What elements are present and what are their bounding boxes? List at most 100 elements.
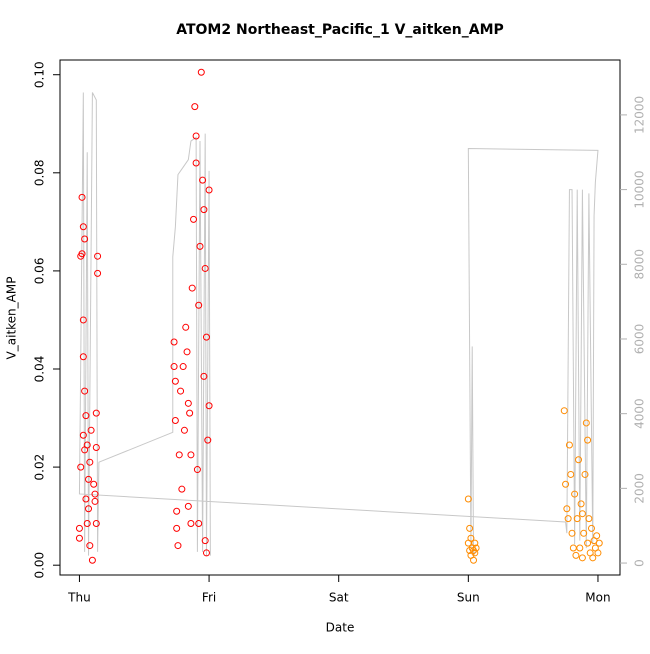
data-point [575,456,583,464]
x-tick-label: Mon [585,591,610,605]
data-point [589,554,597,562]
data-point [171,417,179,424]
data-point [180,426,188,434]
y2-tick-label: 4000 [633,398,647,429]
data-point [585,515,593,523]
data-point [78,250,86,258]
y2-tick-label: 2000 [633,473,647,504]
data-point [184,502,192,510]
data-point [563,505,571,513]
data-point [201,264,209,272]
data-point [565,441,573,449]
data-point [562,480,570,488]
data-point [78,193,86,201]
data-point [584,539,592,547]
data-point [170,338,178,346]
data-point [178,485,186,493]
data-point [187,451,195,459]
data-point [85,475,93,483]
data-point [94,269,102,277]
data-point [204,436,212,444]
y-axis-label: V_aitken_AMP [5,277,19,360]
y-tick-label: 0.00 [33,552,47,579]
data-point [192,159,200,167]
data-point [200,206,208,214]
data-point [87,426,95,434]
data-point [190,215,198,223]
data-point [82,495,90,503]
data-point [205,402,213,410]
x-tick-label: Sat [329,591,349,605]
data-point [576,544,584,552]
data-point [568,529,576,537]
data-point [188,284,196,292]
data-point [564,515,572,523]
data-point [200,372,208,380]
plot-frame [59,59,621,576]
data-point [202,549,210,557]
data-point [593,532,601,540]
data-point [83,441,91,449]
data-point [195,520,203,527]
data-point [186,409,194,417]
y2-tick-label: 0 [633,559,647,567]
data-point [195,301,203,309]
x-tick-label: Fri [202,591,216,605]
data-point [470,546,478,554]
y2-tick-label: 12000 [633,96,647,134]
data-point [91,497,99,505]
data-point [587,524,595,532]
data-point [79,316,87,324]
data-point [173,524,181,532]
data-point [184,399,192,407]
data-point [179,363,187,371]
data-point [470,556,478,564]
data-point [91,490,99,498]
y-tick-label: 0.02 [33,454,47,481]
x-tick-label: Sun [457,591,480,605]
data-point [202,333,210,341]
data-point [192,132,200,140]
data-point [88,556,96,564]
y-tick-label: 0.06 [33,258,47,285]
data-point [594,549,602,557]
data-point [170,363,178,371]
data-point [92,520,100,527]
data-point [81,235,89,243]
data-point [560,407,568,415]
data-point [171,377,179,385]
data-point [90,480,98,488]
data-point [580,529,588,537]
data-point [175,451,183,459]
data-point [177,387,185,395]
data-point [94,252,102,260]
data-point [582,419,590,427]
data-point [595,539,603,547]
data-point [569,544,577,552]
data-point [81,387,89,395]
data-point [85,505,93,513]
data-point [77,463,85,471]
y-tick-label: 0.10 [33,61,47,88]
data-point [584,436,592,444]
data-point [201,537,209,545]
y-tick-label: 0.04 [33,356,47,383]
data-point [79,431,87,439]
data-line [78,92,599,556]
data-point [174,542,182,550]
data-point [205,186,213,194]
data-point [197,68,205,76]
data-point [75,524,83,532]
data-point [578,510,586,518]
data-point [467,534,475,542]
data-point [573,515,581,523]
data-point [75,534,83,542]
data-point [187,520,195,527]
data-point [466,524,474,532]
x-tick-label: Thu [67,591,91,605]
y2-tick-label: 6000 [633,324,647,355]
data-point [183,348,191,356]
y2-tick-label: 10000 [633,170,647,208]
data-point [173,507,181,515]
